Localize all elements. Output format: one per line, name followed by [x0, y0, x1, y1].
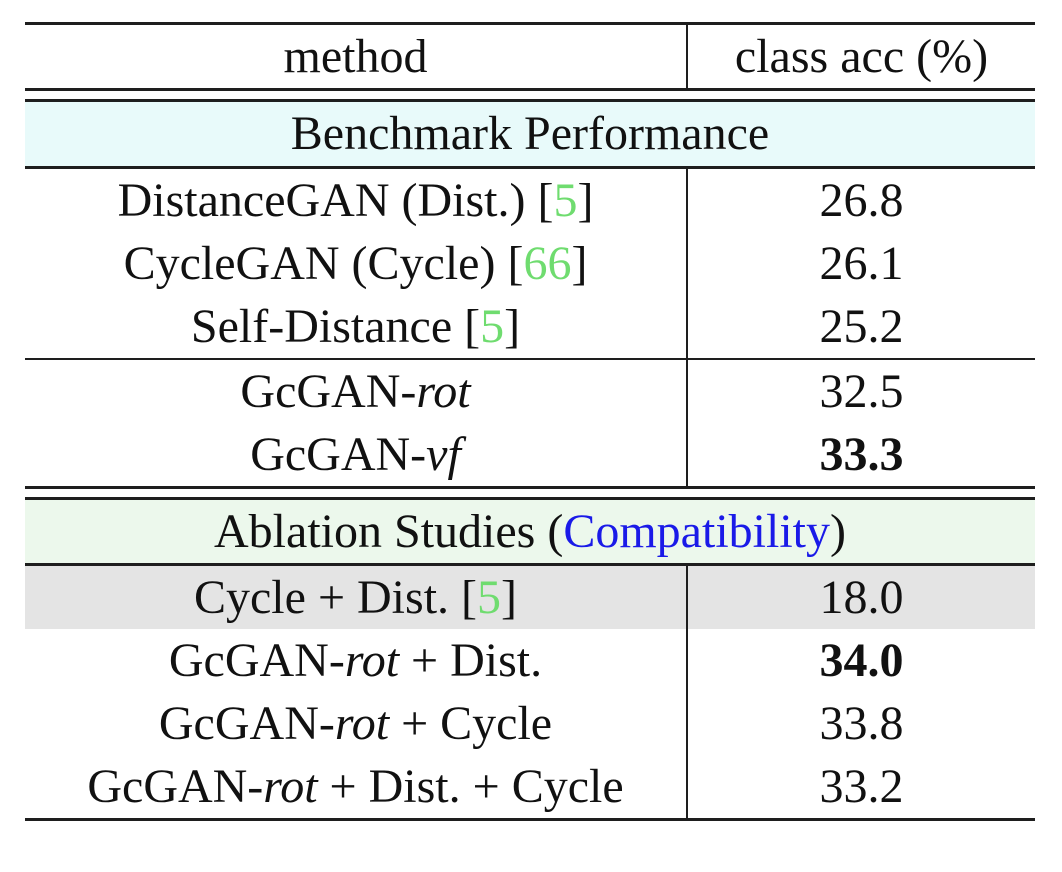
- acc-value: 26.1: [819, 236, 904, 290]
- method-variant-italic: rot: [416, 364, 471, 418]
- header-method-cell: method: [25, 25, 688, 88]
- row-gcgan-vf: GcGAN-vf 33.3: [25, 423, 1035, 486]
- method-cell: GcGAN-rot + Dist.: [25, 629, 688, 692]
- method-text: GcGAN-: [158, 696, 335, 750]
- rule-ablation-top: [25, 497, 1035, 500]
- ablation-section-title: Ablation Studies (: [214, 504, 564, 558]
- method-text: GcGAN-: [250, 427, 427, 481]
- method-text: Cycle + Dist. [: [193, 570, 478, 624]
- method-text: + Cycle: [389, 696, 553, 750]
- header-acc-cell: class acc (%): [688, 25, 1035, 88]
- method-text: ]: [571, 236, 588, 290]
- method-variant-italic: rot: [344, 633, 400, 687]
- method-cell: GcGAN-vf: [25, 423, 688, 486]
- method-text: ]: [501, 570, 517, 624]
- acc-cell: 33.3: [688, 423, 1035, 486]
- rule-benchmark-bottom: [25, 486, 1035, 489]
- method-cell: CycleGAN (Cycle) [66]: [25, 232, 688, 295]
- citation-number: 66: [523, 236, 572, 290]
- acc-value: 33.2: [819, 759, 904, 813]
- acc-cell: 26.8: [688, 169, 1035, 232]
- row-distance-gan: DistanceGAN (Dist.) [5] 26.8: [25, 169, 1035, 232]
- ablation-section-title-close: ): [830, 504, 846, 558]
- method-cell: GcGAN-rot + Dist. + Cycle: [25, 755, 688, 818]
- acc-cell: 34.0: [688, 629, 1035, 692]
- method-variant-italic: vf: [426, 427, 461, 481]
- row-self-distance: Self-Distance [5] 25.2: [25, 295, 1035, 358]
- row-gcgan-rot-cycle: GcGAN-rot + Cycle 33.8: [25, 692, 1035, 755]
- double-rule-gap: [25, 91, 1035, 99]
- header-row: method class acc (%): [25, 25, 1035, 88]
- citation-number: 5: [480, 299, 505, 353]
- acc-value: 18.0: [819, 570, 904, 624]
- section-band-ablation: Ablation Studies (Compatibility): [25, 500, 1035, 563]
- acc-cell: 26.1: [688, 232, 1035, 295]
- method-cell: Self-Distance [5]: [25, 295, 688, 358]
- acc-cell: 32.5: [688, 360, 1035, 423]
- method-cell: GcGAN-rot + Cycle: [25, 692, 688, 755]
- rule-header-bottom: [25, 88, 1035, 91]
- row-cycle-gan: CycleGAN (Cycle) [66] 26.1: [25, 232, 1035, 295]
- rule-top: [25, 22, 1035, 25]
- method-cell: Cycle + Dist. [5]: [25, 566, 688, 629]
- citation-number: 5: [553, 173, 578, 227]
- method-text: + Dist. + Cycle: [317, 759, 624, 813]
- acc-cell: 33.8: [688, 692, 1035, 755]
- method-text: CycleGAN (Cycle) [: [123, 236, 524, 290]
- rule-benchmark-top: [25, 99, 1035, 102]
- acc-value: 26.8: [819, 173, 904, 227]
- results-table: method class acc (%) Benchmark Performan…: [25, 22, 1035, 821]
- method-text: DistanceGAN (Dist.) [: [117, 173, 554, 227]
- benchmark-section-title: Benchmark Performance: [290, 107, 770, 160]
- row-cycle-dist-highlighted: Cycle + Dist. [5] 18.0: [25, 566, 1035, 629]
- acc-value-bold: 33.3: [819, 427, 904, 481]
- rule-ablation-band-bottom: [25, 563, 1035, 566]
- method-text: ]: [504, 299, 521, 353]
- row-gcgan-rot-dist: GcGAN-rot + Dist. 34.0: [25, 629, 1035, 692]
- method-text: GcGAN-: [240, 364, 417, 418]
- header-method-label: method: [283, 29, 428, 83]
- acc-cell: 33.2: [688, 755, 1035, 818]
- method-text: ]: [577, 173, 594, 227]
- method-cell: DistanceGAN (Dist.) [5]: [25, 169, 688, 232]
- rule-benchmark-band-bottom: [25, 166, 1035, 169]
- header-acc-label: class acc (%): [734, 29, 989, 83]
- method-text: GcGAN-: [168, 633, 345, 687]
- citation-number: 5: [477, 570, 502, 624]
- method-text: Self-Distance [: [190, 299, 481, 353]
- row-gcgan-rot-dist-cycle: GcGAN-rot + Dist. + Cycle 33.2: [25, 755, 1035, 818]
- rule-benchmark-mid: [25, 358, 1035, 360]
- double-rule-gap: [25, 489, 1035, 497]
- acc-value: 32.5: [819, 364, 904, 418]
- method-text: GcGAN-: [87, 759, 264, 813]
- acc-cell: 18.0: [688, 566, 1035, 629]
- row-gcgan-rot: GcGAN-rot 32.5: [25, 360, 1035, 423]
- method-variant-italic: rot: [334, 696, 390, 750]
- acc-cell: 25.2: [688, 295, 1035, 358]
- acc-value: 33.8: [819, 696, 904, 750]
- rule-bottom: [25, 818, 1035, 821]
- method-text: + Dist.: [399, 633, 543, 687]
- method-cell: GcGAN-rot: [25, 360, 688, 423]
- acc-value: 25.2: [819, 299, 904, 353]
- section-band-benchmark: Benchmark Performance: [25, 102, 1035, 166]
- method-variant-italic: rot: [263, 759, 318, 813]
- acc-value-bold: 34.0: [819, 633, 904, 687]
- compatibility-link-text: Compatibility: [563, 504, 830, 558]
